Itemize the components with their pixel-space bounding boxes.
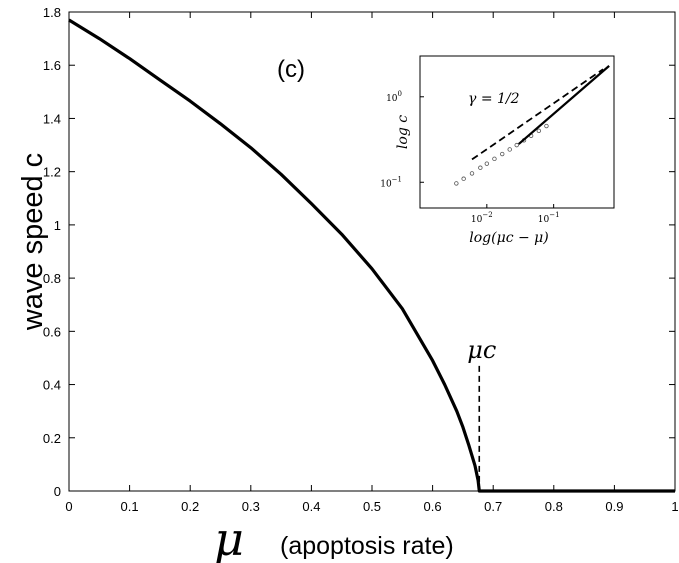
x-tick-label: 1 bbox=[671, 499, 678, 514]
inset-slope-annotation: γ = 1/2 bbox=[468, 91, 520, 107]
inset-x-tick-label: 10−1 bbox=[538, 211, 560, 225]
inset-data-point bbox=[484, 161, 490, 166]
inset-data-point bbox=[536, 128, 542, 134]
inset-y-tick-label: 100 bbox=[386, 90, 402, 104]
y-tick-label: 1.8 bbox=[43, 5, 61, 20]
main-plot: 0 0.2 0.4 0.6 0.8 1 1.2 1.4 1.6 1.8 0 0.1 0.2 0.3 0.4… bbox=[17, 5, 679, 563]
y-tick-label: 1.6 bbox=[43, 58, 61, 73]
x-tick-label: 0.8 bbox=[545, 499, 563, 514]
x-axis-label-text: (apoptosis rate) bbox=[280, 532, 454, 560]
y-tick-label: 0 bbox=[54, 484, 61, 499]
y-axis-label: wave speed c bbox=[17, 153, 49, 331]
x-tick-label: 0.5 bbox=[363, 499, 381, 514]
inset-x-axis-label: log(μc − μ) bbox=[469, 230, 548, 246]
y-tick-label: 1.4 bbox=[43, 111, 61, 126]
panel-label: (c) bbox=[277, 56, 305, 83]
y-tick-label: 1.2 bbox=[43, 165, 61, 180]
inset-data-point bbox=[469, 171, 475, 176]
x-tick-label: 0.4 bbox=[302, 499, 320, 514]
x-ticks: 0 0.1 0.2 0.3 0.4 0.5 0.6 0.7 0.8 0.9 1 bbox=[65, 12, 679, 514]
x-tick-label: 0.1 bbox=[121, 499, 139, 514]
y-tick-label: 1 bbox=[54, 218, 61, 233]
inset-data-point bbox=[507, 147, 512, 152]
inset-data-point bbox=[454, 181, 459, 186]
inset-data-point bbox=[461, 176, 466, 181]
inset-ticks: 10−2 10−1 10−1 100 bbox=[380, 90, 559, 225]
inset-y-tick-label: 10−1 bbox=[380, 175, 402, 189]
inset-data-point bbox=[492, 156, 497, 162]
y-tick-label: 0.2 bbox=[43, 431, 61, 446]
inset-data-point bbox=[514, 142, 519, 148]
inset-x-tick-label: 10−2 bbox=[471, 211, 493, 225]
inset-data-point bbox=[478, 165, 483, 170]
inset-data-point bbox=[500, 151, 505, 157]
x-axis-label-symbol: μ bbox=[214, 512, 244, 563]
y-ticks: 0 0.2 0.4 0.6 0.8 1 1.2 1.4 1.6 1.8 bbox=[43, 5, 675, 499]
x-tick-label: 0.9 bbox=[605, 499, 623, 514]
x-tick-label: 0.3 bbox=[242, 499, 260, 514]
inset-solid-line bbox=[517, 65, 610, 145]
inset-dashed-line bbox=[471, 68, 604, 161]
wave-speed-curve bbox=[68, 18, 675, 493]
x-tick-label: 0.7 bbox=[484, 499, 502, 514]
inset-data-point bbox=[544, 123, 549, 129]
y-tick-label: 0.8 bbox=[43, 271, 61, 286]
critical-mu-label: μc bbox=[467, 336, 496, 364]
y-tick-label: 0.6 bbox=[43, 324, 61, 339]
inset-frame bbox=[419, 55, 615, 209]
x-tick-label: 0.6 bbox=[424, 499, 442, 514]
inset-y-axis-label: log c bbox=[395, 115, 411, 149]
inset-plot: 10−2 10−1 10−1 100 γ = 1/2 log c log(μc − μ… bbox=[380, 55, 615, 246]
x-tick-label: 0 bbox=[65, 499, 72, 514]
y-tick-label: 0.4 bbox=[43, 378, 61, 393]
x-tick-label: 0.2 bbox=[181, 499, 199, 514]
